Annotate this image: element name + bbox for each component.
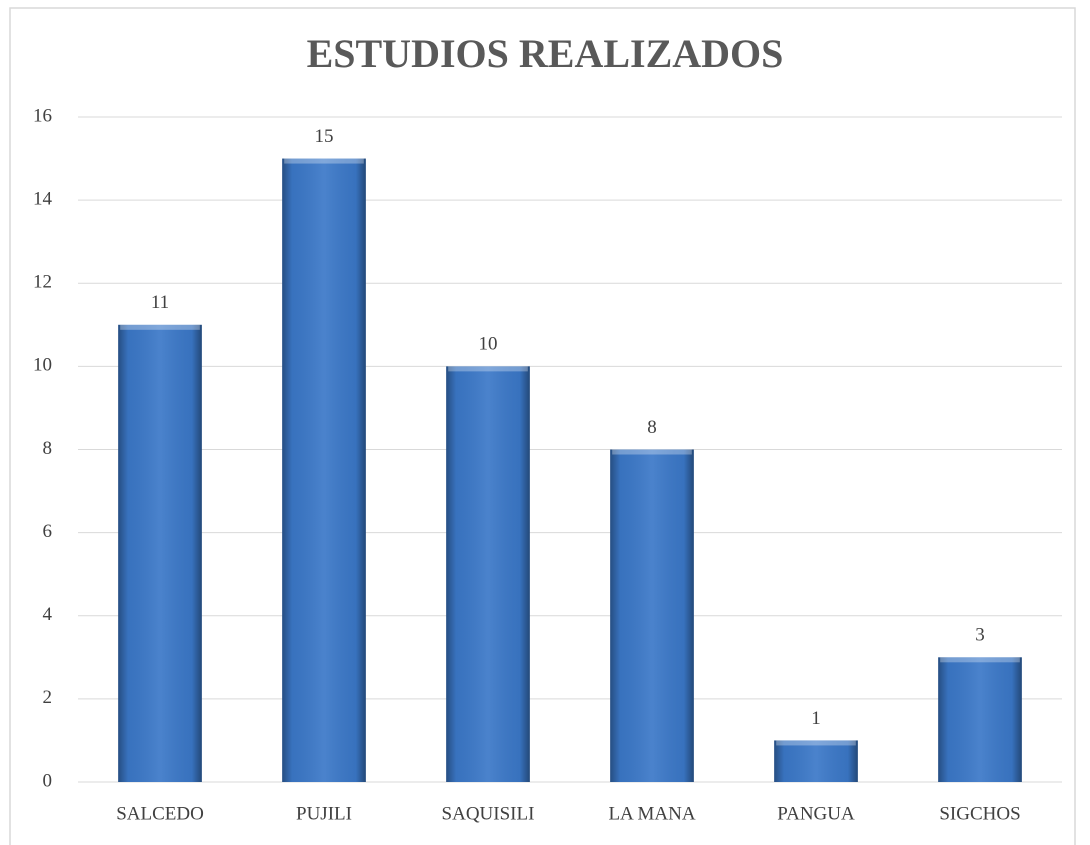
- x-tick-label: SALCEDO: [116, 803, 204, 824]
- x-tick-label: SIGCHOS: [939, 803, 1020, 824]
- x-tick-label: PANGUA: [777, 803, 855, 824]
- bar: [118, 324, 202, 782]
- bar: [282, 158, 366, 782]
- y-tick-label: 8: [43, 438, 53, 459]
- y-tick-label: 6: [43, 521, 53, 542]
- data-label: 10: [479, 334, 498, 355]
- y-tick-label: 16: [33, 105, 52, 126]
- y-tick-label: 2: [43, 687, 53, 708]
- data-label: 8: [647, 417, 657, 438]
- data-label: 15: [315, 126, 334, 147]
- y-tick-label: 14: [33, 188, 53, 209]
- y-tick-label: 0: [43, 770, 53, 791]
- y-tick-label: 10: [33, 355, 52, 376]
- bar: [774, 740, 858, 782]
- bar: [938, 657, 1022, 782]
- x-tick-label: LA MANA: [608, 803, 695, 824]
- bar: [610, 449, 694, 782]
- y-tick-label: 12: [33, 272, 52, 293]
- data-label: 3: [975, 625, 985, 646]
- data-label: 1: [811, 708, 821, 729]
- bar-bevel: [120, 324, 200, 330]
- bar-bevel: [940, 657, 1020, 663]
- data-label: 11: [151, 292, 169, 313]
- bar-bevel: [612, 449, 692, 455]
- bar-bevel: [776, 740, 856, 746]
- chart-title: ESTUDIOS REALIZADOS: [307, 31, 784, 76]
- x-tick-label: PUJILI: [296, 803, 352, 824]
- x-tick-label: SAQUISILI: [442, 803, 535, 824]
- bar-bevel: [448, 366, 528, 372]
- y-tick-label: 4: [43, 604, 53, 625]
- bar: [446, 366, 530, 782]
- bar-bevel: [284, 158, 364, 164]
